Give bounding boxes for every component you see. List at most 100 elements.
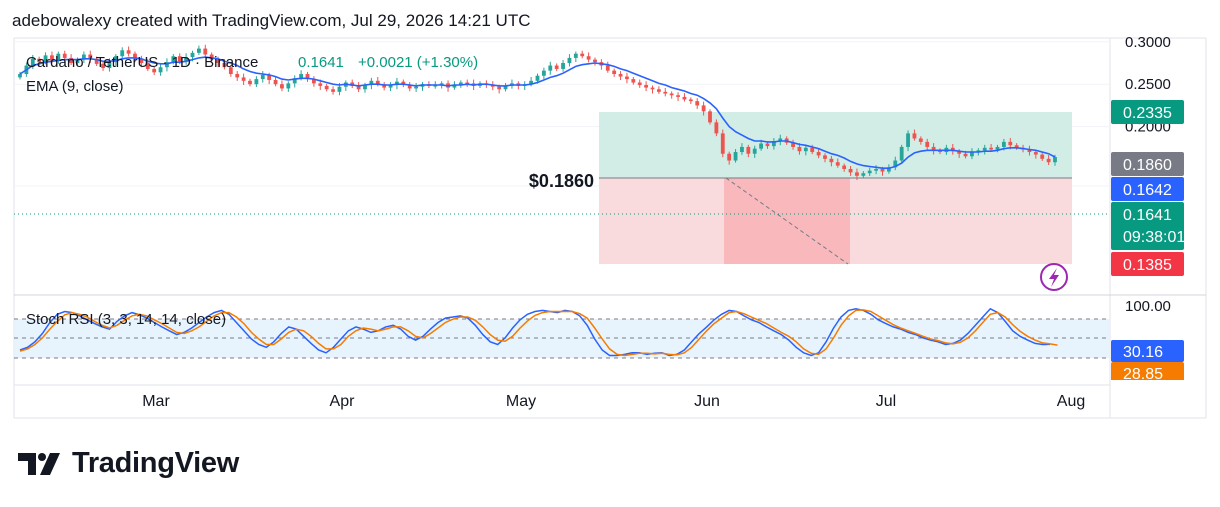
candle xyxy=(561,60,565,72)
candle xyxy=(120,47,125,59)
stop-price-tag-value: 0.1385 xyxy=(1123,257,1172,274)
candle xyxy=(714,119,719,137)
candle xyxy=(740,143,744,155)
candle xyxy=(835,158,840,168)
candle xyxy=(1046,155,1051,166)
ema-legend: EMA (9, close) xyxy=(26,78,124,95)
candle xyxy=(407,82,412,92)
candle xyxy=(1027,145,1032,156)
profit-zone xyxy=(599,112,1072,178)
candle xyxy=(931,143,936,155)
candle xyxy=(133,51,137,63)
stoch-legend: Stoch RSI (3, 3, 14, 14, close) xyxy=(26,311,226,328)
candle xyxy=(867,167,872,177)
tradingview-logo[interactable]: TradingView xyxy=(18,447,239,480)
candle xyxy=(420,82,425,91)
candle xyxy=(803,145,808,156)
candle xyxy=(918,136,923,145)
time-tick-label: Jun xyxy=(694,393,720,410)
stoch-k-tag-value: 30.16 xyxy=(1123,344,1163,361)
alert-bolt-icon[interactable] xyxy=(1040,263,1068,291)
price-tags: 0.2335 0.1860 0.1642 0.1641 09:38:01 0.1385 28… xyxy=(1111,100,1205,417)
candle xyxy=(676,92,680,102)
candle xyxy=(273,76,278,87)
price-tick-label: 0.2500 xyxy=(1125,76,1171,93)
candle xyxy=(861,171,866,178)
candle xyxy=(331,86,335,95)
candle xyxy=(343,80,348,91)
candle xyxy=(184,53,189,65)
candle xyxy=(912,129,917,141)
candle xyxy=(752,145,757,158)
candle xyxy=(458,80,463,88)
candle xyxy=(631,76,636,85)
candle xyxy=(950,143,955,155)
symbol-legend: Cardano / TetherUS · 1D · Binance xyxy=(26,54,258,71)
candle xyxy=(350,79,355,89)
target-price-tag xyxy=(1111,100,1184,124)
candle xyxy=(720,129,725,158)
last-price-tag xyxy=(1111,202,1184,250)
legend-price: 0.1641 xyxy=(298,54,344,71)
stoch-k-line xyxy=(19,307,1051,357)
stoch-d-line xyxy=(19,309,1058,357)
candle xyxy=(541,67,546,80)
candle xyxy=(746,144,751,158)
candle xyxy=(126,46,131,57)
entry-price-label: $0.1860 xyxy=(529,171,594,191)
ema-line xyxy=(19,56,1056,169)
candle xyxy=(286,81,291,92)
candle xyxy=(989,143,994,152)
trade-path-line xyxy=(725,177,849,265)
last-price-tag-value: 0.1641 xyxy=(1123,207,1172,224)
candle xyxy=(816,148,821,159)
candle xyxy=(573,51,578,63)
time-tick-label: Mar xyxy=(142,393,170,410)
candle xyxy=(580,50,585,59)
candle xyxy=(203,44,208,58)
bar-countdown: 09:38:01 xyxy=(1123,229,1185,246)
candle xyxy=(152,66,157,76)
candle xyxy=(982,144,987,155)
candle xyxy=(586,52,591,63)
candle xyxy=(925,138,930,151)
ema-price-tag xyxy=(1111,177,1184,201)
candle xyxy=(356,82,361,93)
candle xyxy=(593,57,597,66)
candle xyxy=(165,58,169,72)
loss-zone-filled xyxy=(724,178,850,264)
candle xyxy=(503,82,508,92)
candle xyxy=(196,45,201,55)
candle xyxy=(970,148,974,160)
target-price-tag-value: 0.2335 xyxy=(1123,105,1172,122)
candle xyxy=(56,51,61,64)
candle xyxy=(235,71,240,81)
candle xyxy=(791,139,795,150)
candle xyxy=(644,81,649,92)
candle xyxy=(612,68,617,77)
candle xyxy=(305,71,310,82)
candle xyxy=(771,138,776,150)
candle xyxy=(567,54,572,67)
candle xyxy=(465,79,470,87)
candle xyxy=(81,51,86,64)
candle xyxy=(88,50,93,63)
entry-price-tag-value: 0.1860 xyxy=(1123,157,1172,174)
candle xyxy=(778,134,783,146)
candle xyxy=(37,56,42,67)
candle xyxy=(695,98,700,109)
candle xyxy=(260,71,265,83)
candle xyxy=(311,76,316,87)
candle xyxy=(650,85,655,94)
candle xyxy=(625,72,629,84)
candle xyxy=(656,86,661,94)
candle xyxy=(829,155,834,167)
candle xyxy=(848,166,853,176)
candle xyxy=(855,168,859,180)
time-tick-label: Jul xyxy=(876,393,896,410)
stoch-k-tag xyxy=(1111,340,1184,362)
candle xyxy=(823,153,827,163)
entry-price-tag xyxy=(1111,152,1184,176)
stop-price-tag xyxy=(1111,252,1184,276)
